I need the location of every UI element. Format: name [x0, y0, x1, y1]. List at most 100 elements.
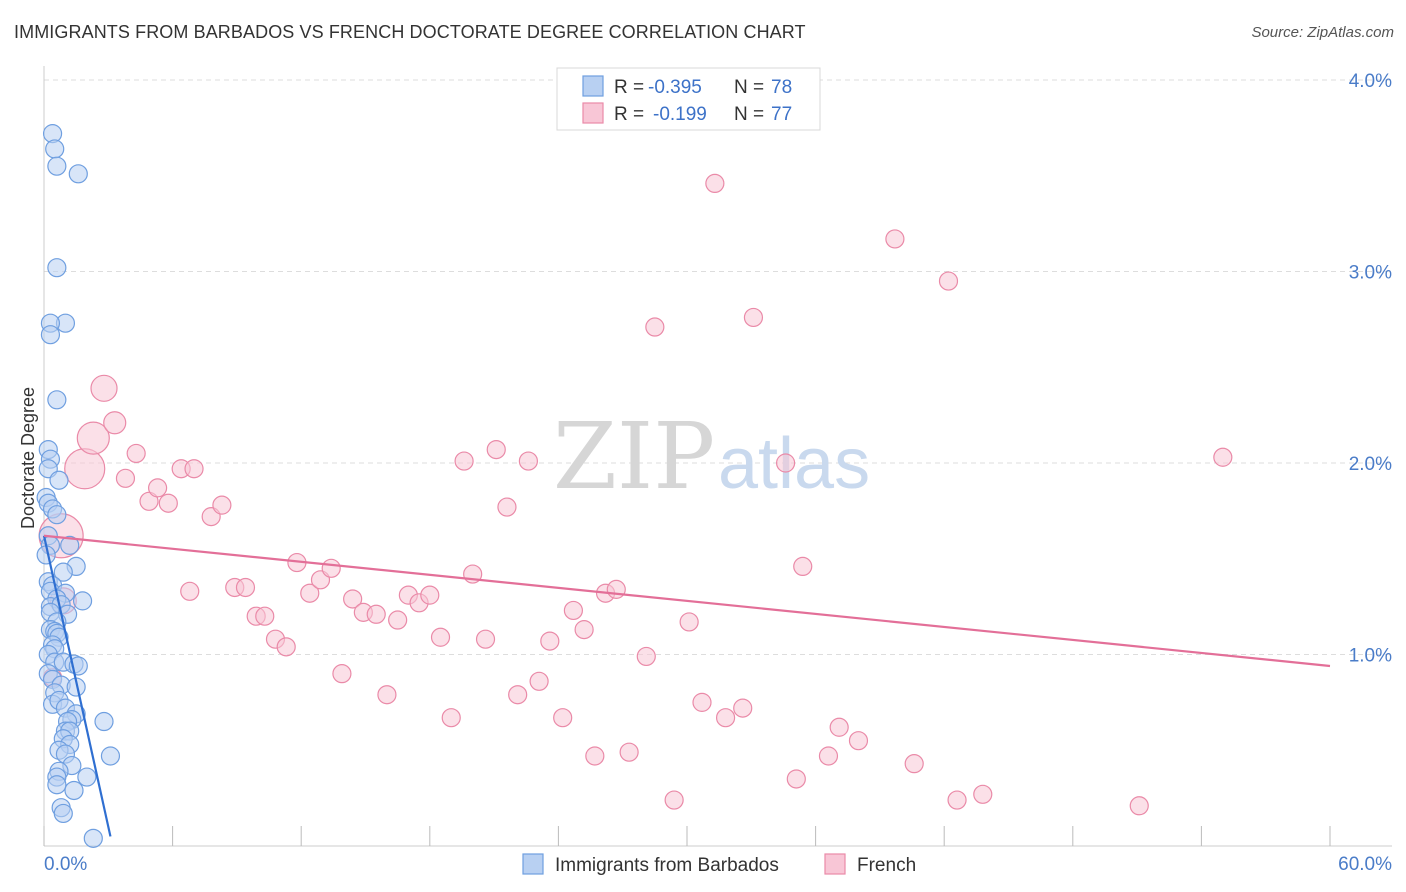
french-point-30	[366, 604, 386, 624]
x-tick-label-max: 60.0%	[1338, 854, 1392, 875]
barbados-point-2	[47, 156, 67, 176]
french-point-41	[486, 439, 506, 460]
french-point-27	[332, 664, 352, 684]
barbados-point-63	[100, 746, 121, 766]
series-swatch-pink	[824, 853, 846, 875]
french-trend-line	[43, 534, 1331, 668]
french-point-37	[441, 708, 461, 728]
french-point-42	[497, 497, 517, 517]
french-point-52	[606, 579, 626, 599]
french-point-49	[574, 620, 594, 640]
grid-lines	[44, 79, 1392, 655]
french-point-10	[147, 478, 168, 498]
french-point-22	[276, 637, 296, 657]
y-tick-label-1: 2.0%	[1349, 454, 1392, 475]
barbados-point-8	[47, 390, 67, 410]
source-label: Source: ZipAtlas.com	[1251, 24, 1394, 41]
legend-n-label-blue: N =	[734, 77, 764, 98]
french-point-47	[553, 708, 573, 728]
watermark-zip: ZIP	[553, 403, 715, 510]
french-point-45	[529, 671, 549, 691]
french-point-32	[388, 610, 408, 630]
french-point-24	[300, 583, 320, 603]
legend-r-value-pink: -0.199	[653, 104, 707, 125]
trend-lines	[42, 534, 1331, 837]
french-point-62	[733, 698, 753, 718]
barbados-point-19	[60, 535, 80, 555]
barbados-point-7	[40, 325, 61, 345]
legend-r-label-pink: R =	[614, 104, 644, 125]
french-point-64	[786, 769, 806, 789]
french-point-16	[180, 581, 200, 601]
barbados-points	[36, 124, 121, 848]
french-point-28	[343, 589, 363, 609]
french-point-44	[518, 451, 538, 471]
french-point-46	[540, 631, 560, 651]
watermark: ZIP atlas	[553, 403, 870, 510]
french-point-65	[775, 453, 796, 473]
french-point-40	[475, 629, 496, 649]
y-axis-label: Doctorate Degree	[18, 387, 38, 529]
barbados-point-22	[53, 562, 73, 582]
barbados-point-12	[49, 470, 69, 490]
french-point-31	[377, 685, 397, 705]
french-point-26	[321, 558, 341, 578]
french-point-67	[818, 746, 839, 766]
french-point-50	[585, 746, 605, 766]
french-point-2	[76, 421, 110, 455]
barbados-trend-line	[42, 535, 112, 837]
french-point-70	[885, 229, 905, 249]
french-point-69	[848, 731, 869, 751]
french-point-63	[743, 307, 764, 328]
french-point-68	[829, 717, 849, 737]
tick-labels: 1.0% 2.0% 3.0% 4.0% 0.0% 60.0%	[44, 71, 1392, 875]
legend-n-value-pink: 77	[771, 104, 792, 125]
french-point-71	[904, 754, 924, 774]
french-point-75	[1129, 796, 1149, 816]
barbados-point-16	[47, 505, 67, 525]
french-point-3	[90, 374, 118, 402]
french-point-74	[973, 784, 993, 804]
french-point-55	[645, 317, 665, 337]
french-point-4	[103, 411, 127, 435]
french-point-76	[1213, 447, 1233, 467]
barbados-point-56	[94, 711, 114, 732]
french-point-73	[938, 271, 959, 291]
y-tick-label-2: 3.0%	[1349, 263, 1392, 284]
french-point-36	[430, 627, 451, 647]
barbados-point-4	[47, 258, 67, 278]
barbados-point-3	[68, 164, 88, 184]
legend-r-value-blue: -0.395	[648, 77, 702, 98]
barbados-point-68	[47, 775, 67, 795]
french-point-1	[64, 448, 106, 490]
french-point-18	[235, 577, 256, 598]
barbados-point-1	[45, 139, 65, 159]
x-tick-label-min: 0.0%	[44, 854, 87, 875]
barbados-point-72	[83, 828, 103, 848]
french-point-43	[508, 685, 528, 705]
series-label-blue: Immigrants from Barbados	[555, 855, 779, 876]
french-point-48	[563, 600, 584, 621]
legend-swatch-pink	[582, 102, 604, 124]
series-swatch-blue	[522, 853, 544, 875]
legend-r-label-blue: R =	[614, 77, 644, 98]
french-point-8	[126, 443, 146, 464]
french-point-20	[255, 606, 275, 626]
french-point-61	[715, 708, 736, 728]
french-point-60	[705, 173, 725, 194]
french-point-9	[139, 491, 159, 511]
stats-legend: R = -0.395 N = 78 R = -0.199 N = 77	[556, 67, 821, 131]
french-point-13	[184, 459, 204, 479]
y-tick-label-3: 4.0%	[1349, 71, 1392, 92]
series-label-pink: French	[857, 855, 916, 876]
barbados-point-69	[64, 780, 84, 801]
french-point-59	[692, 692, 712, 712]
french-point-57	[664, 790, 684, 810]
french-point-38	[454, 451, 474, 471]
y-tick-label-0: 1.0%	[1349, 646, 1392, 667]
french-point-15	[212, 495, 232, 515]
barbados-point-67	[77, 767, 97, 787]
chart-title: IMMIGRANTS FROM BARBADOS VS FRENCH DOCTO…	[14, 22, 806, 42]
french-point-66	[793, 556, 813, 577]
